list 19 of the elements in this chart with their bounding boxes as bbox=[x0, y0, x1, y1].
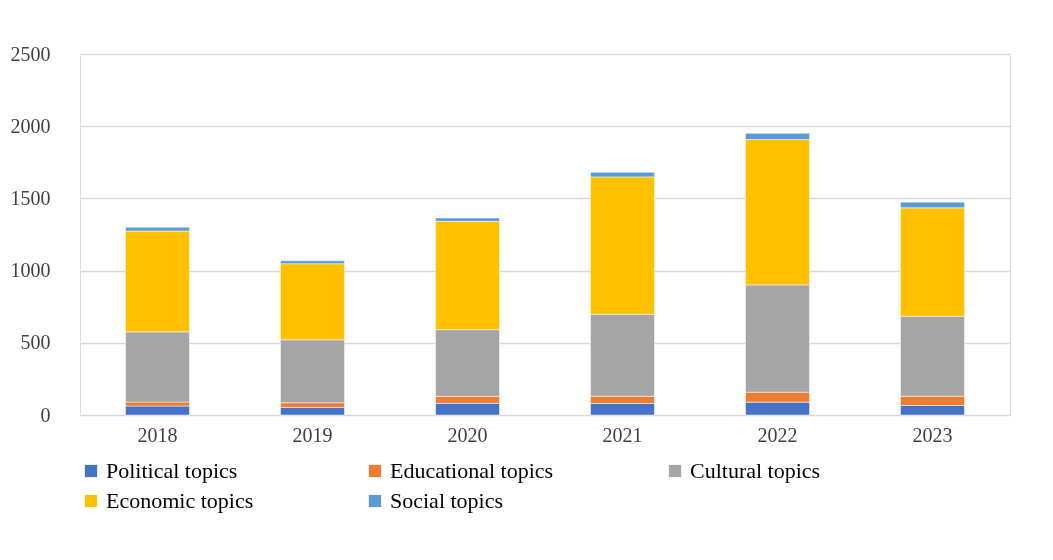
y-tick-label: 0 bbox=[40, 403, 51, 426]
bar bbox=[280, 407, 345, 416]
legend-label: Political topics bbox=[106, 458, 238, 483]
x-tick-label: 2022 bbox=[757, 423, 798, 446]
x-tick-label: 2018 bbox=[137, 423, 178, 446]
legend-label: Educational topics bbox=[390, 458, 554, 483]
y-tick-label: 1000 bbox=[10, 259, 51, 282]
y-tick-label: 500 bbox=[20, 331, 51, 354]
y-tick-label: 2500 bbox=[10, 42, 51, 65]
legend-label: Cultural topics bbox=[690, 458, 821, 483]
y-tick-label: 1500 bbox=[10, 186, 51, 209]
x-tick-label: 2019 bbox=[292, 423, 333, 446]
bar bbox=[125, 405, 190, 416]
x-tick-label: 2021 bbox=[602, 423, 643, 446]
x-tick-label: 2020 bbox=[447, 423, 488, 446]
legend-label: Economic topics bbox=[106, 488, 254, 513]
legend-label: Social topics bbox=[390, 488, 504, 513]
y-tick-label: 2000 bbox=[10, 114, 51, 137]
x-tick-label: 2023 bbox=[912, 423, 953, 446]
